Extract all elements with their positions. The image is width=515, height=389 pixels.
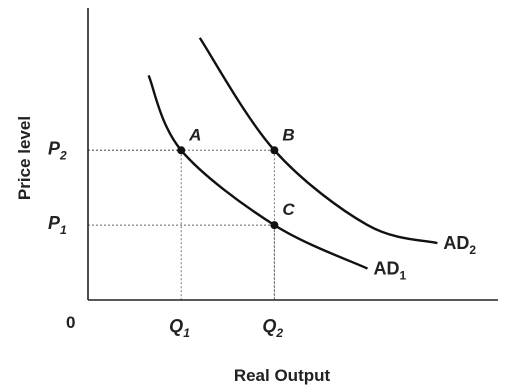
y-tick-label-1: P1: [48, 213, 67, 237]
axes: [87, 8, 498, 301]
chart-labels: AD1 AD2 A B C P1 P2 Q1 Q2 0 Real Output Price level: [15, 116, 476, 385]
demand-curves: [147, 37, 438, 270]
dashed-guides: [88, 149, 275, 300]
equilibrium-points: [177, 146, 279, 230]
point-a: [177, 146, 186, 155]
curve-label-ad1: AD1: [374, 259, 407, 283]
curve-label-ad2: AD2: [443, 233, 476, 257]
point-c: [270, 221, 279, 230]
curve-ad2: [198, 37, 438, 245]
point-label-b: B: [282, 125, 294, 144]
point-label-c: C: [282, 200, 295, 219]
x-tick-label-1: Q1: [169, 316, 190, 340]
y-tick-label-2: P2: [48, 138, 67, 162]
x-tick-label-2: Q2: [262, 316, 283, 340]
point-b: [270, 146, 279, 155]
point-label-a: A: [188, 125, 201, 144]
y-axis-title: Price level: [15, 116, 34, 200]
curve-ad1: [147, 74, 369, 270]
origin-label: 0: [66, 313, 75, 332]
x-axis-title: Real Output: [234, 366, 331, 385]
